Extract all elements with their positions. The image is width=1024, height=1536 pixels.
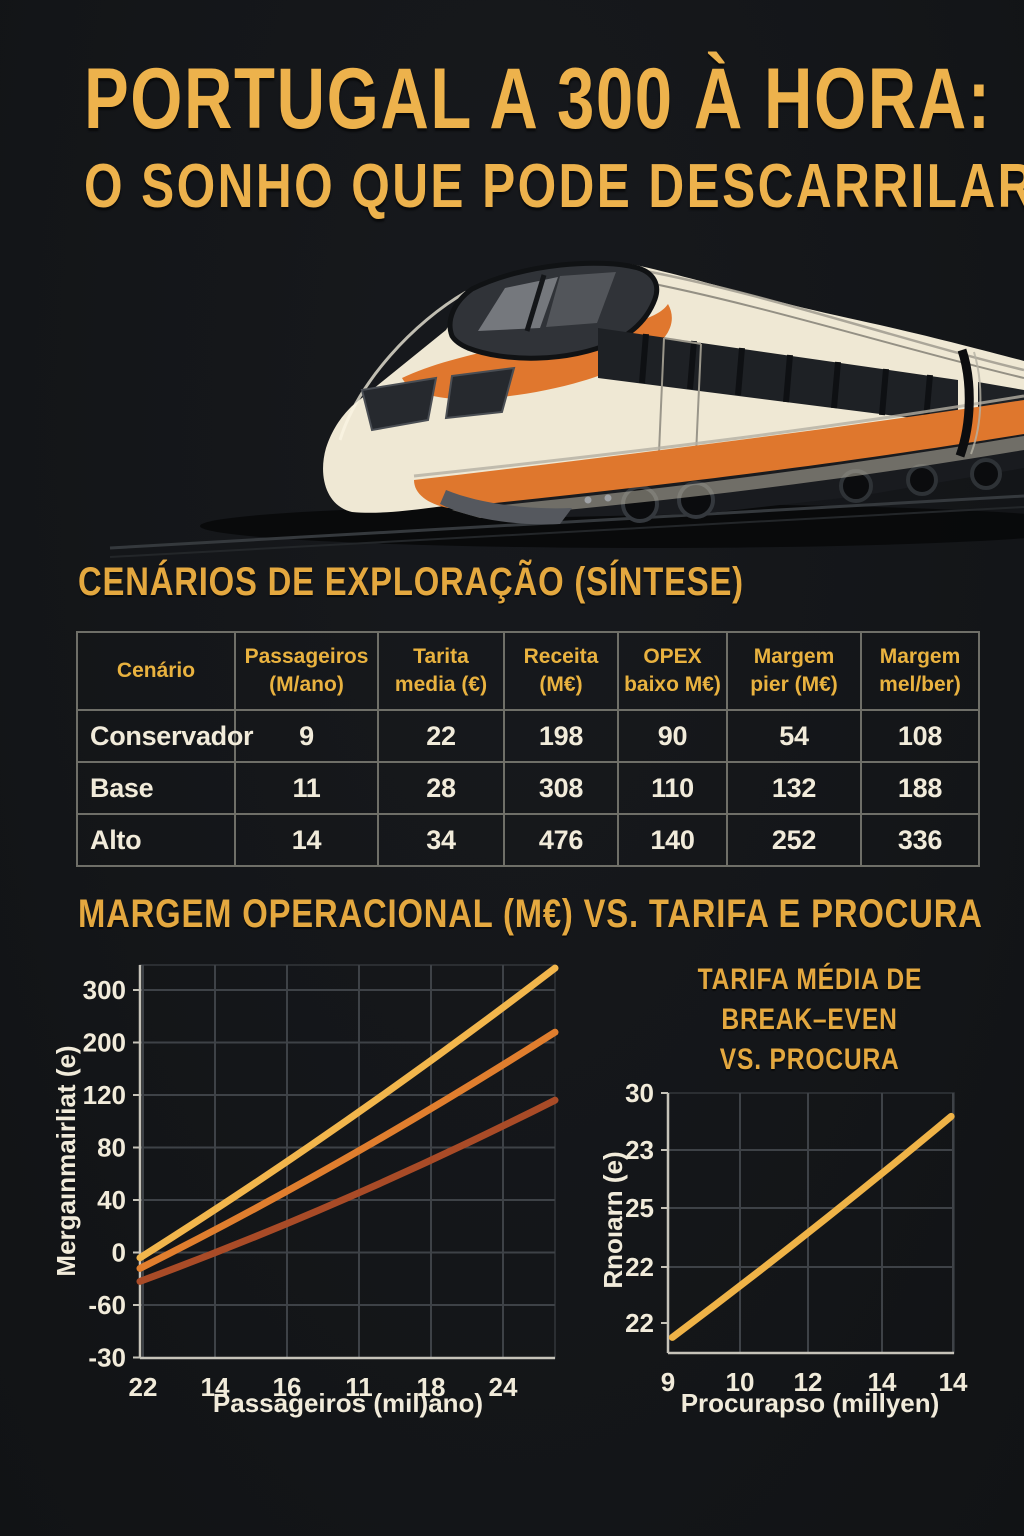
column-header: Receita (M€) <box>503 631 619 711</box>
train-ground-shadow <box>200 504 1024 548</box>
x-tick-label: 14 <box>939 1367 968 1397</box>
column-header: Margem mel/ber) <box>860 631 980 711</box>
y-tick-label: 25 <box>625 1193 654 1223</box>
value-cell: 140 <box>617 813 728 867</box>
value-cell: 188 <box>860 761 980 815</box>
train-front-skirt <box>440 490 612 525</box>
y-tick-label: -30 <box>88 1343 126 1373</box>
value-cell: 110 <box>617 761 728 815</box>
train-roof-crease <box>633 268 1024 379</box>
x-tick-label: 9 <box>661 1367 675 1397</box>
breakeven-title-line2: BREAK–EVEN <box>721 1003 899 1036</box>
train-orange-stripe <box>413 394 1024 518</box>
value-cell: 198 <box>503 709 619 763</box>
x-axis-label: Procurapso (millyen) <box>681 1388 940 1418</box>
y-tick-label: 30 <box>625 1078 654 1108</box>
column-header: Passageiros (M/ano) <box>234 631 379 711</box>
breakeven-title-line1: TARIFA MÉDIA DE <box>697 963 923 996</box>
y-tick-label: 200 <box>83 1028 126 1058</box>
data-line-linha-dourada <box>136 964 559 1262</box>
table-header-row: Cenário Passageiros (M/ano) Tarita media (… <box>76 631 980 711</box>
value-cell: 476 <box>503 813 619 867</box>
y-tick-label: 0 <box>112 1238 126 1268</box>
value-cell: 9 <box>234 709 379 763</box>
x-tick-label: 10 <box>726 1367 755 1397</box>
value-cell: 22 <box>377 709 505 763</box>
x-tick-label: 22 <box>129 1372 158 1402</box>
train-illustration <box>109 260 1024 558</box>
column-header: Cenário <box>76 631 236 711</box>
value-cell: 34 <box>377 813 505 867</box>
x-tick-label: 16 <box>273 1372 302 1402</box>
table-section-heading: CENÁRIOS DE EXPLORAÇÃO (SÍNTESE) <box>78 560 744 604</box>
data-line-linha-laranja <box>136 1028 559 1272</box>
y-axis-label: Mergaınmairliat (e) <box>55 1045 81 1276</box>
y-tick-label: 40 <box>97 1185 126 1215</box>
y-tick-label: 300 <box>83 975 126 1005</box>
y-tick-label: 80 <box>97 1133 126 1163</box>
data-line-linha-dourada <box>668 1112 955 1341</box>
value-cell: 108 <box>860 709 980 763</box>
x-tick-label: 14 <box>868 1367 897 1397</box>
column-header: Margem pier (M€) <box>726 631 862 711</box>
value-cell: 54 <box>726 709 862 763</box>
x-tick-label: 18 <box>417 1372 446 1402</box>
table-row: Conservador 9 22 198 90 54 108 <box>76 709 980 763</box>
main-title-line1: PORTUGAL A 300 À HORA: <box>84 51 992 147</box>
main-title-line2: O SONHO QUE PODE DESCARRILAR <box>84 152 1024 221</box>
value-cell: 252 <box>726 813 862 867</box>
y-tick-label: 22 <box>625 1252 654 1282</box>
breakeven-title-line3: VS. PROCURA <box>720 1043 900 1076</box>
value-cell: 11 <box>234 761 379 815</box>
value-cell: 308 <box>503 761 619 815</box>
charts-section-heading: MARGEM OPERACIONAL (M€) VS. TARIFA E PRO… <box>78 892 983 936</box>
title-block: PORTUGAL A 300 À HORA: O SONHO QUE PODE … <box>84 50 1024 222</box>
scenario-name-cell: Conservador <box>76 709 254 763</box>
table-row: Base 11 28 308 110 132 188 <box>76 761 980 815</box>
column-header: OPEX baixo M€) <box>617 631 728 711</box>
y-tick-label: 23 <box>625 1135 654 1165</box>
train-coupling-gap <box>955 348 982 458</box>
breakeven-chart-title: TARIFA MÉDIA DE BREAK–EVEN VS. PROCURA <box>630 960 990 1080</box>
scenario-name-cell: Alto <box>76 813 236 867</box>
value-cell: 14 <box>234 813 379 867</box>
x-tick-label: 24 <box>489 1372 518 1402</box>
rail-lines <box>109 494 1024 558</box>
x-tick-label: 11 <box>345 1372 373 1402</box>
x-axis-label: Passageiros (mil)ano) <box>213 1388 483 1418</box>
plot-border <box>139 964 556 1359</box>
plot-border <box>667 1092 955 1354</box>
column-header: Tarita media (€) <box>377 631 505 711</box>
y-tick-label: 120 <box>83 1080 126 1110</box>
train-cab-side-windows <box>360 366 516 432</box>
value-cell: 90 <box>617 709 728 763</box>
scenarios-table: Cenário Passageiros (M/ano) Tarita media (… <box>76 631 980 867</box>
data-line-linha-vermelha <box>136 1096 559 1285</box>
x-tick-label: 14 <box>201 1372 230 1402</box>
y-axis-label: Rnoıarn (e) <box>598 1151 628 1288</box>
value-cell: 28 <box>377 761 505 815</box>
x-tick-label: 12 <box>794 1367 823 1397</box>
table-row: Alto 14 34 476 140 252 336 <box>76 813 980 867</box>
y-tick-label: -60 <box>88 1290 126 1320</box>
scenario-name-cell: Base <box>76 761 236 815</box>
value-cell: 336 <box>860 813 980 867</box>
value-cell: 132 <box>726 761 862 815</box>
y-tick-label: 22 <box>625 1308 654 1338</box>
